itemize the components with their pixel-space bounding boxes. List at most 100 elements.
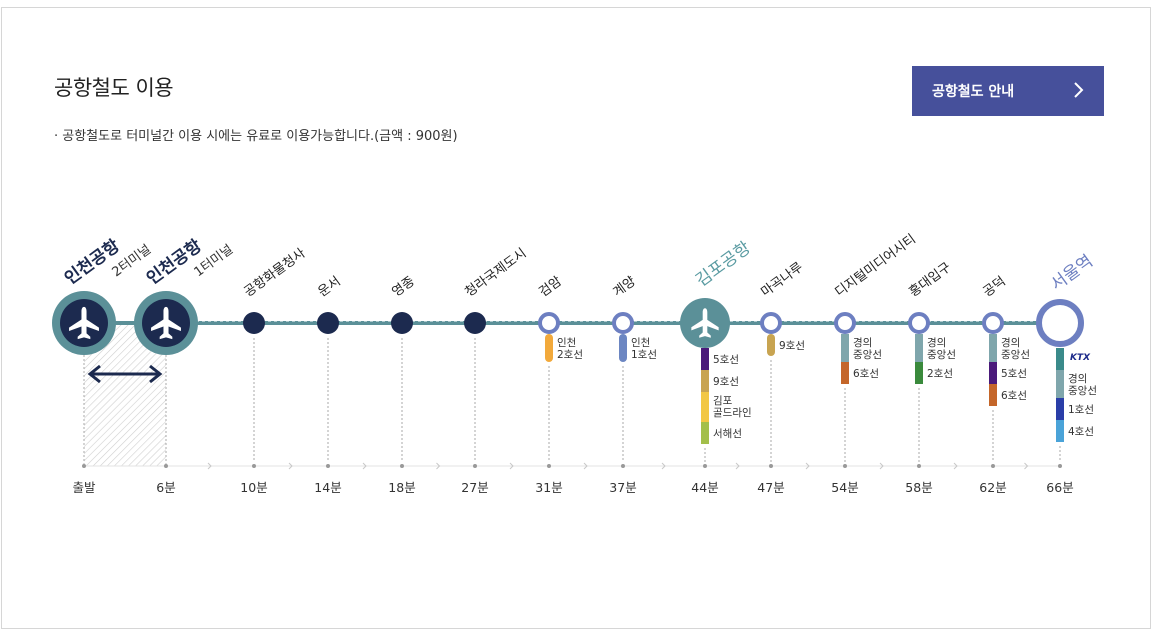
- timeline-dot: [917, 464, 921, 468]
- station-marker: [243, 312, 265, 334]
- line-segment: [1056, 348, 1064, 370]
- timeline-arrow: [436, 462, 441, 470]
- line-label: 경의: [853, 336, 872, 349]
- timeline-arrow: [509, 462, 514, 470]
- airplane-icon: [69, 306, 99, 340]
- station-marker: [317, 312, 339, 334]
- line-label: 중앙선: [927, 349, 956, 361]
- timeline-dot: [400, 464, 404, 468]
- travel-time: 62분: [979, 480, 1006, 495]
- travel-time: 27분: [461, 480, 488, 495]
- line-label: 인천: [631, 337, 650, 349]
- airplane-icon: [151, 306, 181, 340]
- timeline-arrow: [661, 462, 666, 470]
- station-name: 공덕: [981, 274, 1009, 300]
- line-label: 9호선: [779, 340, 805, 352]
- airport-railroad-guide-button[interactable]: 공항철도 안내: [912, 66, 1104, 116]
- line-segment: [701, 392, 709, 422]
- station-marker: [1036, 299, 1084, 347]
- travel-time: 31분: [535, 480, 562, 495]
- station-marker: [391, 312, 413, 334]
- line-segment: [1056, 398, 1064, 420]
- timeline-dot: [326, 464, 330, 468]
- travel-time: 44분: [691, 480, 718, 495]
- line-label: 9호선: [713, 376, 739, 388]
- travel-time: 10분: [240, 480, 267, 495]
- timeline-arrow: [288, 462, 293, 470]
- line-label: 중앙선: [853, 349, 882, 361]
- station-unseo: 운서 14분: [314, 274, 343, 495]
- line-segment: [989, 334, 997, 362]
- station-name: 마곡나루: [759, 260, 807, 300]
- line-label: 골드라인: [713, 407, 752, 419]
- ktx-logo: KTX: [1070, 353, 1091, 363]
- timeline-dot: [164, 464, 168, 468]
- line-label: 6호선: [853, 368, 879, 380]
- station-marker: [612, 312, 634, 334]
- line-segment: [841, 334, 849, 362]
- station-name: 디지털미디어시티: [833, 232, 919, 300]
- station-cheongna: 청라국제도시 27분: [461, 246, 529, 495]
- line-label: 4호선: [1068, 426, 1094, 438]
- station-name: 인천공항: [143, 235, 206, 289]
- fare-note: · 공항철도로 터미널간 이용 시에는 유료로 이용가능합니다.(금액 : 90…: [54, 129, 458, 144]
- timeline-arrow: [879, 462, 884, 470]
- timeline-arrow: [583, 462, 588, 470]
- timeline-arrow: [953, 462, 958, 470]
- timeline-arrow: [1024, 462, 1029, 470]
- station-name: 김포공항: [692, 238, 755, 291]
- station-marker: [834, 312, 856, 334]
- station-magongnaru: 9호선 마곡나루 47분: [757, 260, 806, 495]
- station-yeongjong: 영종 18분: [388, 274, 417, 495]
- station-marker: [982, 312, 1004, 334]
- line-segment: [619, 334, 627, 362]
- timeline-dot: [621, 464, 625, 468]
- travel-time: 47분: [757, 480, 784, 495]
- line-label: 경의: [1068, 372, 1087, 385]
- travel-time: 37분: [609, 480, 636, 495]
- station-name: 서울역: [1047, 251, 1097, 295]
- station-name: 인천공항: [61, 235, 124, 289]
- line-label: 김포: [713, 395, 733, 407]
- line-label: 서해선: [713, 427, 742, 440]
- line-label: 중앙선: [1068, 385, 1097, 397]
- timeline-dot: [252, 464, 256, 468]
- line-segment: [989, 362, 997, 384]
- line-segment: [767, 334, 775, 356]
- timeline-dot: [991, 464, 995, 468]
- timeline-dot: [843, 464, 847, 468]
- timeline-arrow: [805, 462, 810, 470]
- line-segment: [1056, 420, 1064, 442]
- station-name: 영종: [390, 274, 418, 300]
- double-arrow-icon: [87, 364, 163, 384]
- timeline-arrow: [735, 462, 740, 470]
- line-label: 1호선: [1068, 404, 1094, 416]
- timeline-arrow: [207, 462, 212, 470]
- line-segment: [701, 422, 709, 444]
- station-marker: [464, 312, 486, 334]
- line-label: 5호선: [713, 354, 739, 366]
- station-name: 계양: [611, 274, 639, 300]
- chevron-right-icon: [1074, 82, 1084, 98]
- line-segment: [701, 370, 709, 392]
- line-label: 5호선: [1001, 368, 1027, 380]
- line-label: 1호선: [631, 349, 657, 361]
- travel-time: 14분: [314, 480, 341, 495]
- airplane-icon: [691, 308, 719, 338]
- station-marker: [908, 312, 930, 334]
- line-label: 2호선: [927, 368, 953, 380]
- line-label: 경의: [927, 336, 946, 349]
- station-name: 운서: [316, 274, 344, 300]
- timeline-dot: [1058, 464, 1062, 468]
- station-name: 공항화물청사: [242, 246, 309, 300]
- station-cargo: 공항화물청사 10분: [240, 246, 308, 495]
- travel-time: 58분: [905, 480, 932, 495]
- travel-time: 18분: [388, 480, 415, 495]
- travel-time: 6분: [156, 480, 175, 495]
